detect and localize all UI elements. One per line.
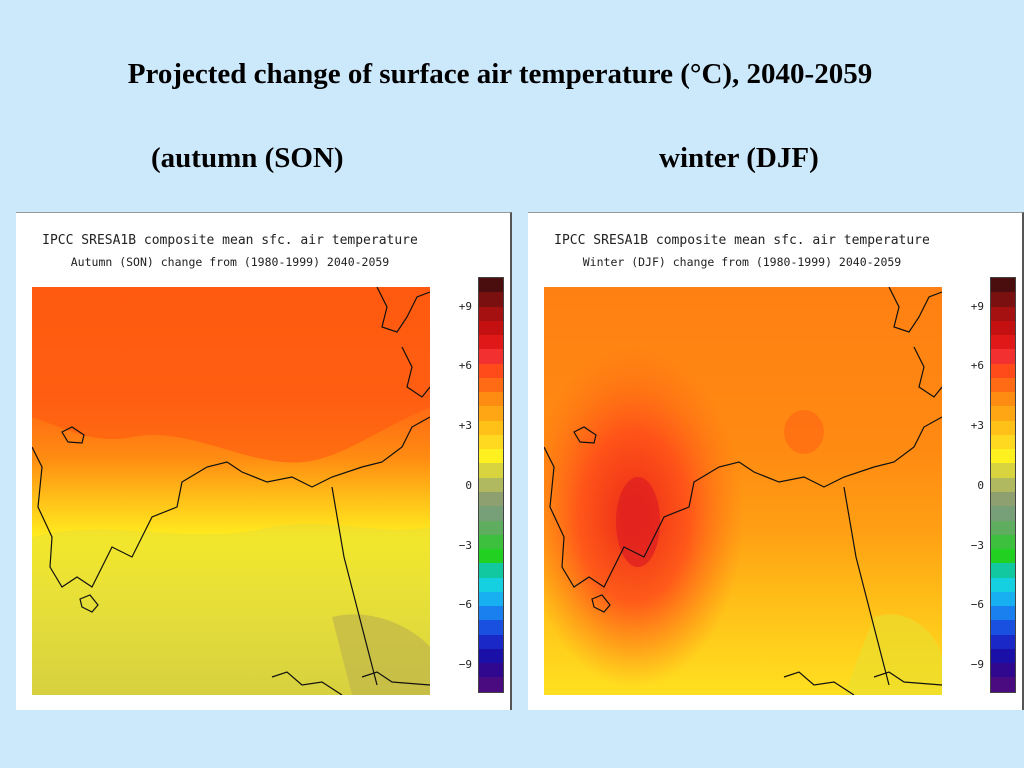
colorbar-segment [991, 406, 1015, 421]
colorbar-segment [991, 663, 1015, 678]
colorbar-segment [479, 591, 503, 607]
autumn-map-panel: IPCC SRESA1B composite mean sfc. air tem… [16, 212, 512, 710]
colorbar-segment [991, 677, 1015, 692]
colorbar-segment [991, 292, 1015, 307]
colorbar-segment [479, 292, 503, 307]
winter-map-panel: IPCC SRESA1B composite mean sfc. air tem… [528, 212, 1024, 710]
colorbar-segment [991, 392, 1015, 407]
colorbar-segment [479, 606, 503, 621]
colorbar-tick-label: +6 [458, 359, 472, 372]
colorbar-segment [479, 377, 503, 393]
panel-title-line1: IPCC SRESA1B composite mean sfc. air tem… [42, 233, 418, 248]
colorbar-segment [991, 363, 1015, 378]
colorbar-tick-label: −9 [970, 658, 984, 671]
colorbar-segment [991, 477, 1015, 492]
colorbar-segment [991, 377, 1015, 393]
colorbar-segment [991, 306, 1015, 321]
colorbar-tick-label: −3 [970, 539, 984, 552]
colorbar-segment [991, 420, 1015, 435]
colorbar-segment [991, 491, 1015, 507]
subtitle-autumn: (autumn (SON) [151, 142, 344, 174]
panel-title-line1: IPCC SRESA1B composite mean sfc. air tem… [554, 233, 930, 248]
colorbar-segment [479, 520, 503, 535]
colorbar-segment [991, 549, 1015, 564]
colorbar-segment [479, 335, 503, 350]
colorbar [990, 277, 1016, 693]
colorbar-tick-label: −9 [458, 658, 472, 671]
colorbar-segment [479, 620, 503, 635]
colorbar-tick-label: +3 [458, 419, 472, 432]
colorbar-segment [479, 463, 503, 478]
colorbar-tick-label: +9 [458, 300, 472, 313]
colorbar-segment [479, 434, 503, 450]
colorbar-segment [479, 663, 503, 678]
colorbar-segment [991, 335, 1015, 350]
colorbar-tick-label: 0 [465, 479, 472, 492]
colorbar-segment [479, 306, 503, 321]
colorbar-segment [991, 577, 1015, 592]
colorbar-segment [991, 349, 1015, 364]
colorbar-segment [479, 534, 503, 550]
colorbar-segment [479, 577, 503, 592]
colorbar-segment [991, 591, 1015, 607]
colorbar-tick-label: +6 [970, 359, 984, 372]
colorbar-segment [479, 549, 503, 564]
colorbar-segment [991, 520, 1015, 535]
colorbar-segment [991, 320, 1015, 336]
colorbar-segment [479, 506, 503, 521]
colorbar [478, 277, 504, 693]
colorbar-segment [479, 320, 503, 336]
colorbar-segment [479, 477, 503, 492]
colorbar-segment [479, 677, 503, 692]
colorbar-segment [479, 563, 503, 578]
colorbar-segment [479, 648, 503, 664]
colorbar-segment [479, 392, 503, 407]
panel-title-line2: Winter (DJF) change from (1980-1999) 204… [582, 255, 902, 269]
colorbar-tick-label: −6 [458, 598, 472, 611]
winter-temperature-map [544, 287, 942, 695]
colorbar-segment [479, 363, 503, 378]
colorbar-tick-label: +3 [970, 419, 984, 432]
colorbar-segment [991, 463, 1015, 478]
colorbar-segment [991, 606, 1015, 621]
colorbar-segment [479, 634, 503, 649]
colorbar-segment [479, 420, 503, 435]
colorbar-segment [991, 563, 1015, 578]
panel-title-line2: Autumn (SON) change from (1980-1999) 204… [70, 255, 390, 269]
colorbar-tick-label: −6 [970, 598, 984, 611]
colorbar-tick-label: −3 [458, 539, 472, 552]
colorbar-segment [991, 534, 1015, 550]
subtitle-winter: winter (DJF) [659, 142, 819, 174]
colorbar-tick-label: 0 [977, 479, 984, 492]
colorbar-segment [991, 634, 1015, 649]
colorbar-segment [991, 449, 1015, 464]
colorbar-segment [479, 406, 503, 421]
colorbar-segment [991, 278, 1015, 293]
colorbar-segment [991, 648, 1015, 664]
colorbar-segment [479, 449, 503, 464]
colorbar-segment [991, 434, 1015, 450]
colorbar-segment [991, 620, 1015, 635]
colorbar-tick-label: +9 [970, 300, 984, 313]
colorbar-segment [479, 491, 503, 507]
autumn-temperature-map [32, 287, 430, 695]
colorbar-segment [479, 278, 503, 293]
colorbar-segment [991, 506, 1015, 521]
slide-title: Projected change of surface air temperat… [127, 58, 873, 90]
colorbar-segment [479, 349, 503, 364]
